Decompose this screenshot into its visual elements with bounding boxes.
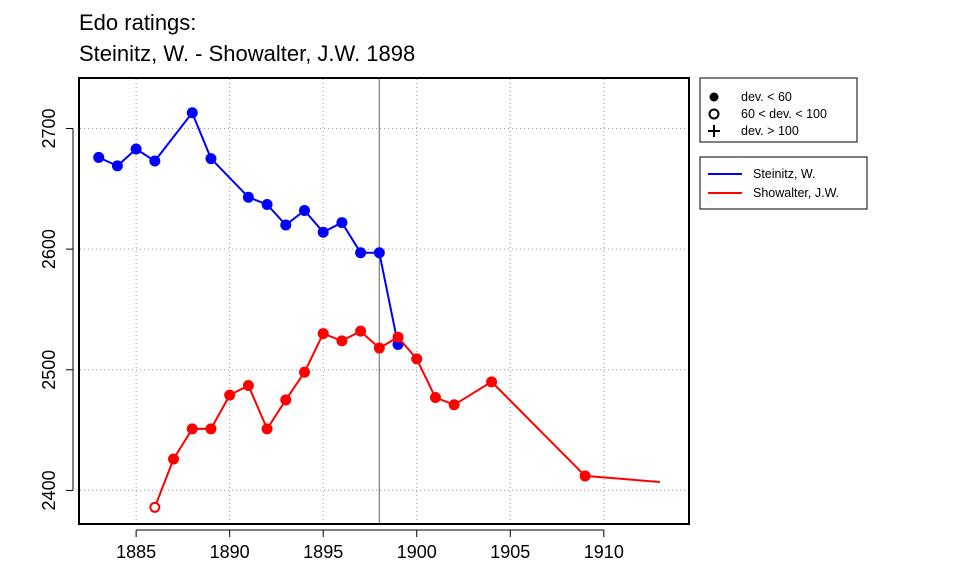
y-tick-label: 2600 xyxy=(39,229,59,269)
x-tick-label: 1895 xyxy=(303,542,343,562)
grid-lines xyxy=(80,79,688,523)
data-point xyxy=(280,394,292,406)
open-circle-icon xyxy=(708,108,720,120)
data-point xyxy=(355,247,367,259)
data-point xyxy=(317,226,329,238)
data-point xyxy=(355,325,367,337)
data-point xyxy=(486,376,498,388)
data-point xyxy=(186,423,198,435)
data-point xyxy=(448,399,460,411)
filled-circle-icon xyxy=(709,92,719,102)
data-point xyxy=(242,379,254,391)
legend-dev-high: dev. > 100 xyxy=(741,124,799,138)
data-point xyxy=(93,151,105,163)
legend-dev-low: dev. < 60 xyxy=(741,90,792,104)
data-point xyxy=(186,107,198,119)
legend-dev-mid: 60 < dev. < 100 xyxy=(741,107,827,121)
series-lines xyxy=(93,107,660,513)
data-point xyxy=(298,366,310,378)
data-point xyxy=(111,160,123,172)
data-point xyxy=(280,219,292,231)
data-point xyxy=(224,389,236,401)
x-tick-label: 1910 xyxy=(584,542,624,562)
data-point xyxy=(205,153,217,165)
chart-title-line-1: Edo ratings: xyxy=(79,10,196,35)
series-line-0 xyxy=(98,110,399,345)
y-tick-label: 2700 xyxy=(39,108,59,148)
series-legend: Steinitz, W. Showalter, J.W. xyxy=(699,156,868,210)
data-point xyxy=(242,191,254,203)
x-axis: 1885 1890 1895 1900 1905 1910 xyxy=(116,529,624,562)
data-point xyxy=(373,247,385,259)
series-legend-box xyxy=(699,156,868,210)
data-point xyxy=(149,155,161,167)
y-tick-label: 2500 xyxy=(39,350,59,390)
data-point xyxy=(336,217,348,229)
data-point xyxy=(149,501,161,513)
legend-label-steinitz: Steinitz, W. xyxy=(753,167,816,181)
data-point xyxy=(205,423,217,435)
legend-label-showalter: Showalter, J.W. xyxy=(753,186,839,200)
data-point xyxy=(130,143,142,155)
data-point xyxy=(411,353,423,365)
data-point xyxy=(429,392,441,404)
data-point xyxy=(168,453,180,465)
deviation-legend: dev. < 60 60 < dev. < 100 dev. > 100 xyxy=(699,77,858,143)
deviation-legend-box xyxy=(699,77,858,143)
plus-icon xyxy=(708,125,720,137)
data-point xyxy=(579,470,591,482)
data-point xyxy=(261,423,273,435)
x-tick-label: 1885 xyxy=(116,542,156,562)
x-tick-label: 1905 xyxy=(490,542,530,562)
data-point xyxy=(373,342,385,354)
x-tick-label: 1900 xyxy=(397,542,437,562)
data-point xyxy=(298,205,310,217)
data-point xyxy=(336,335,348,347)
data-point xyxy=(317,328,329,340)
plot-frame xyxy=(78,77,690,525)
x-tick-label: 1890 xyxy=(210,542,250,562)
data-point xyxy=(261,198,273,210)
y-axis: 2400 2500 2600 2700 xyxy=(39,108,74,510)
chart-title-line-2: Steinitz, W. - Showalter, J.W. 1898 xyxy=(79,41,415,66)
y-tick-label: 2400 xyxy=(39,470,59,510)
data-point xyxy=(392,331,404,343)
